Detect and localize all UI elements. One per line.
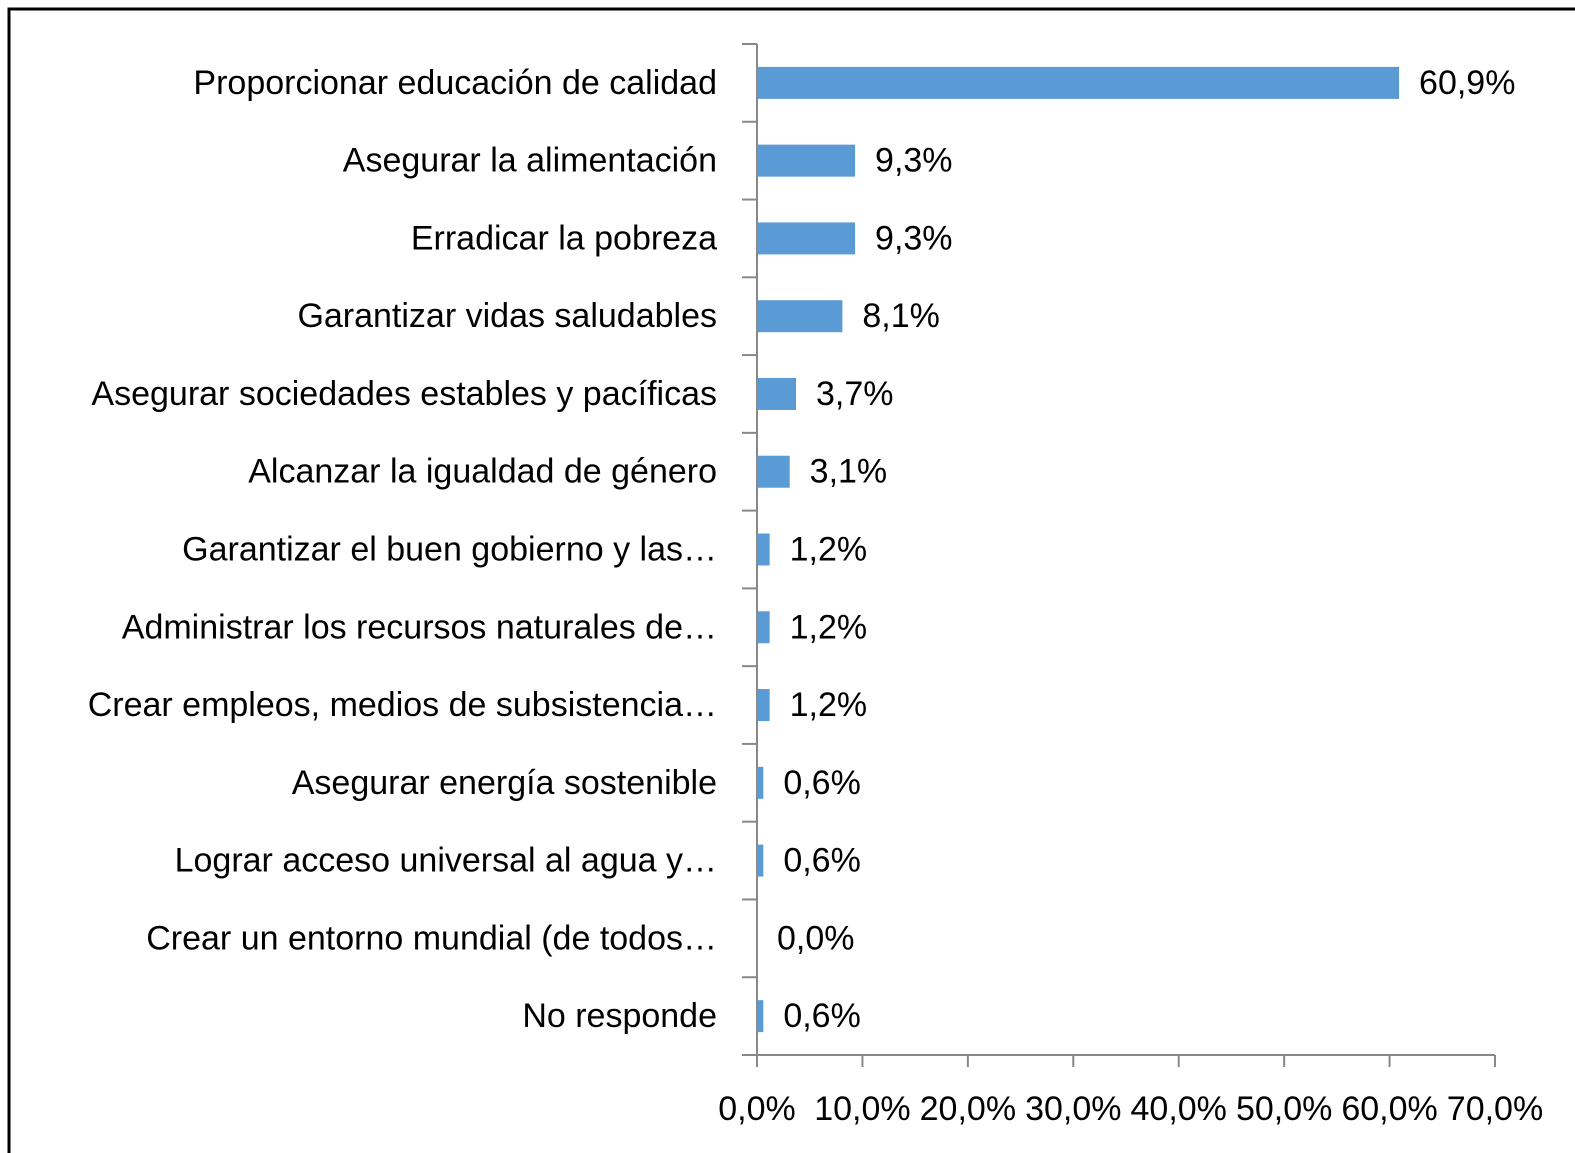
value-label: 8,1%	[862, 297, 940, 335]
value-label: 1,2%	[790, 608, 868, 646]
y-tick-label: Crear empleos, medios de subsistencia…	[88, 686, 717, 724]
bar	[757, 222, 856, 255]
x-tick-label: 20,0%	[920, 1090, 1016, 1128]
bar	[757, 533, 770, 566]
x-tick-label: 0,0%	[718, 1090, 796, 1128]
bar	[757, 144, 856, 177]
bar	[757, 455, 790, 488]
value-label: 9,3%	[875, 142, 953, 180]
x-tick-label: 10,0%	[814, 1090, 910, 1128]
y-tick-label: Garantizar el buen gobierno y las…	[182, 530, 717, 568]
bar	[757, 611, 770, 644]
y-tick-label: Asegurar energía sostenible	[292, 764, 717, 802]
y-tick-label: Erradicar la pobreza	[411, 219, 717, 257]
value-label: 3,7%	[816, 375, 894, 413]
value-label: 1,2%	[790, 530, 868, 568]
y-tick-label: Alcanzar la igualdad de género	[248, 453, 717, 491]
x-tick-label: 60,0%	[1341, 1090, 1437, 1128]
value-label: 0,6%	[783, 997, 861, 1035]
value-label: 0,6%	[783, 764, 861, 802]
bar	[757, 844, 764, 877]
value-label: 0,6%	[783, 842, 861, 880]
y-tick-label: Proporcionar educación de calidad	[193, 64, 717, 102]
bar	[757, 1000, 764, 1033]
bar	[757, 689, 770, 722]
y-tick-label: Administrar los recursos naturales de…	[122, 608, 717, 646]
bar	[757, 300, 843, 333]
x-tick-label: 50,0%	[1236, 1090, 1332, 1128]
bar	[757, 66, 1400, 99]
y-tick-label: Crear un entorno mundial (de todos…	[146, 919, 717, 957]
y-tick-label: No responde	[522, 997, 717, 1035]
y-tick-label: Lograr acceso universal al agua y…	[175, 842, 717, 880]
y-tick-label: Asegurar sociedades estables y pacíficas	[91, 375, 717, 413]
bar	[757, 766, 764, 799]
x-tick-label: 70,0%	[1447, 1090, 1543, 1128]
value-label: 1,2%	[790, 686, 868, 724]
bar	[757, 377, 797, 410]
x-tick-label: 30,0%	[1025, 1090, 1121, 1128]
y-tick-label: Asegurar la alimentación	[343, 142, 717, 180]
x-tick-label: 40,0%	[1131, 1090, 1227, 1128]
value-label: 3,1%	[810, 453, 888, 491]
value-label: 0,0%	[777, 919, 855, 957]
y-tick-label: Garantizar vidas saludables	[297, 297, 717, 335]
value-label: 60,9%	[1419, 64, 1515, 102]
value-label: 9,3%	[875, 219, 953, 257]
chart-border	[7, 7, 1575, 1153]
